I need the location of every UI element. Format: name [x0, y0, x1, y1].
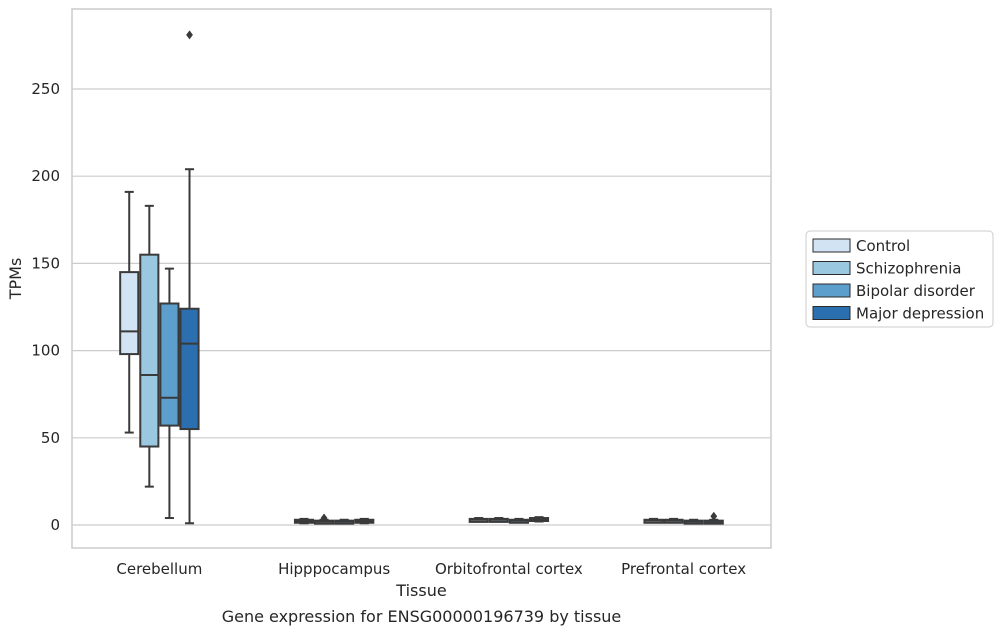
box-major-depression [179, 30, 200, 525]
outlier-point [186, 30, 193, 40]
box-major-depression [703, 511, 724, 525]
legend-frame [805, 230, 994, 328]
y-tick-label: 50 [41, 429, 60, 447]
boxes [119, 30, 724, 525]
chart-caption: Gene expression for ENSG00000196739 by t… [222, 607, 622, 626]
legend-label: Control [856, 237, 910, 255]
box-control [119, 190, 140, 434]
box-bipolar-disorder [334, 518, 355, 525]
legend-label: Schizophrenia [856, 260, 961, 278]
outlier-point [320, 513, 328, 523]
box-schizophrenia [139, 204, 160, 488]
y-tick-label: 150 [31, 254, 60, 272]
x-tick-labels: Cerebellum Hipppocampus Orbitofrontal cort… [116, 560, 746, 578]
legend: Control Schizophrenia Bipolar disorder Majo… [805, 230, 994, 328]
box-iqr [139, 253, 160, 448]
x-tick-label: Prefrontal cortex [621, 560, 746, 578]
y-tick-label: 0 [50, 516, 60, 534]
y-tick-label: 200 [31, 167, 60, 185]
y-tick-label: 250 [31, 80, 60, 98]
legend-swatch [812, 238, 851, 253]
box-bipolar-disorder [683, 518, 704, 525]
y-axis-label: TPMs [6, 258, 25, 301]
box-control [468, 517, 489, 523]
x-tick-label: Hipppocampus [278, 560, 390, 578]
box-control [643, 517, 664, 524]
box-major-depression [528, 516, 550, 523]
y-tick-labels: 0 50 100 150 200 250 [31, 80, 60, 534]
box-iqr [179, 307, 200, 431]
legend-swatch [812, 283, 851, 298]
box-schizophrenia [663, 517, 684, 524]
box-iqr [119, 271, 140, 356]
box-major-depression [354, 517, 375, 525]
box-schizophrenia [488, 517, 509, 523]
box-bipolar-disorder [508, 517, 529, 524]
y-tick-label: 100 [31, 342, 60, 360]
plot-frame [71, 8, 772, 549]
box-schizophrenia [314, 513, 335, 525]
x-axis-label: Tissue [395, 581, 446, 600]
legend-swatch [812, 261, 851, 275]
legend-label: Bipolar disorder [856, 282, 976, 300]
x-tick-label: Orbitofrontal cortex [435, 560, 583, 578]
box-iqr [159, 302, 180, 427]
box-bipolar-disorder [159, 267, 180, 520]
x-tick-label: Cerebellum [116, 560, 202, 578]
legend-swatch [812, 306, 851, 320]
box-control [293, 517, 315, 525]
outlier-point [710, 511, 718, 521]
legend-label: Major depression [856, 305, 984, 323]
